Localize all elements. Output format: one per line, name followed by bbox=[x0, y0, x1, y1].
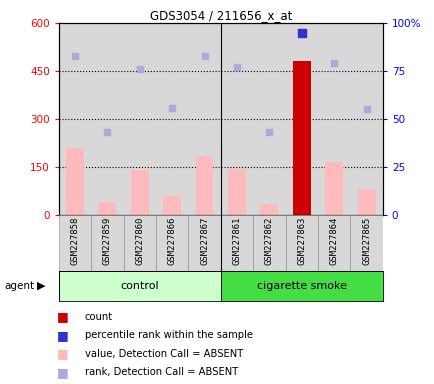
Text: cigarette smoke: cigarette smoke bbox=[256, 281, 346, 291]
Bar bbox=[220, 23, 253, 215]
Text: GSM227867: GSM227867 bbox=[200, 217, 209, 265]
Bar bbox=[253, 23, 285, 215]
Bar bbox=[163, 196, 181, 215]
Text: GSM227866: GSM227866 bbox=[167, 217, 176, 265]
Text: ■: ■ bbox=[56, 310, 68, 323]
Text: agent: agent bbox=[4, 281, 34, 291]
Bar bbox=[131, 170, 148, 215]
Bar bbox=[292, 61, 310, 215]
Bar bbox=[357, 189, 375, 215]
Text: GSM227858: GSM227858 bbox=[70, 217, 79, 265]
Text: ■: ■ bbox=[56, 329, 68, 342]
Text: GSM227862: GSM227862 bbox=[264, 217, 273, 265]
Point bbox=[201, 53, 207, 59]
Bar bbox=[188, 215, 220, 271]
Text: percentile rank within the sample: percentile rank within the sample bbox=[85, 330, 252, 340]
Bar bbox=[91, 23, 123, 215]
Text: GSM227859: GSM227859 bbox=[102, 217, 112, 265]
Title: GDS3054 / 211656_x_at: GDS3054 / 211656_x_at bbox=[149, 9, 291, 22]
Point bbox=[136, 66, 143, 72]
Bar bbox=[59, 23, 91, 215]
Bar bbox=[285, 23, 317, 215]
Point bbox=[233, 64, 240, 70]
Text: value, Detection Call = ABSENT: value, Detection Call = ABSENT bbox=[85, 349, 243, 359]
Bar bbox=[350, 215, 382, 271]
Bar bbox=[59, 215, 91, 271]
Point bbox=[298, 30, 305, 36]
Text: GSM227864: GSM227864 bbox=[329, 217, 338, 265]
Text: count: count bbox=[85, 312, 113, 322]
Bar bbox=[317, 215, 350, 271]
Bar bbox=[227, 169, 245, 215]
Bar bbox=[156, 23, 188, 215]
Point bbox=[330, 60, 337, 66]
Bar bbox=[123, 23, 155, 215]
Bar bbox=[317, 23, 350, 215]
Point bbox=[71, 53, 78, 59]
Point bbox=[104, 129, 111, 136]
Point bbox=[265, 129, 272, 136]
Text: GSM227863: GSM227863 bbox=[296, 217, 306, 265]
Bar bbox=[66, 148, 84, 215]
Bar bbox=[156, 215, 188, 271]
Bar bbox=[325, 162, 342, 215]
Point bbox=[168, 104, 175, 111]
Bar bbox=[253, 215, 285, 271]
Bar bbox=[188, 23, 220, 215]
Bar bbox=[285, 215, 317, 271]
Point bbox=[362, 106, 369, 113]
Bar bbox=[123, 215, 155, 271]
Text: control: control bbox=[120, 281, 159, 291]
Bar bbox=[195, 156, 213, 215]
Bar bbox=[220, 215, 253, 271]
Text: ▶: ▶ bbox=[37, 281, 46, 291]
Bar bbox=[350, 23, 382, 215]
Bar bbox=[59, 271, 220, 301]
Text: GSM227860: GSM227860 bbox=[135, 217, 144, 265]
Bar bbox=[260, 204, 278, 215]
Bar bbox=[220, 271, 382, 301]
Text: GSM227861: GSM227861 bbox=[232, 217, 241, 265]
Bar bbox=[98, 202, 116, 215]
Text: ■: ■ bbox=[56, 347, 68, 360]
Bar bbox=[91, 215, 123, 271]
Text: GSM227865: GSM227865 bbox=[361, 217, 370, 265]
Text: rank, Detection Call = ABSENT: rank, Detection Call = ABSENT bbox=[85, 367, 237, 377]
Text: ■: ■ bbox=[56, 366, 68, 379]
